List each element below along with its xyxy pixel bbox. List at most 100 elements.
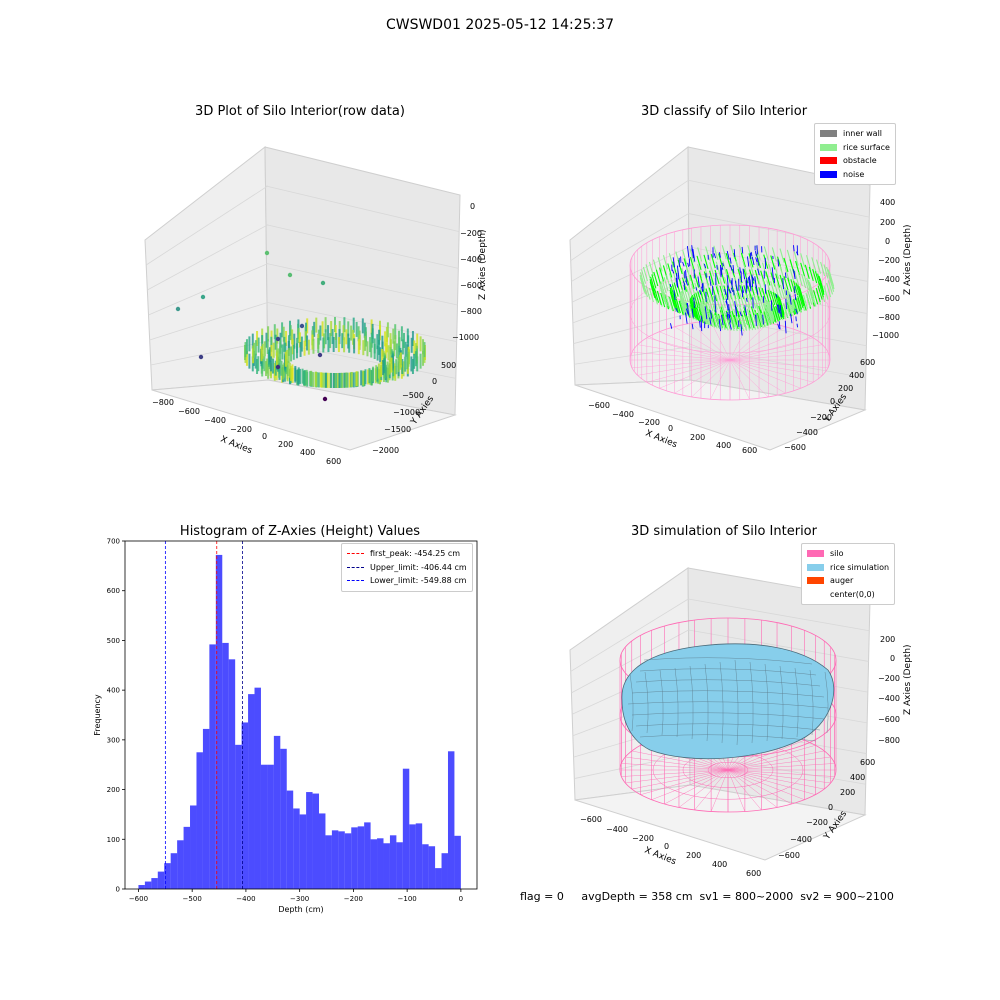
- histogram-bar: [422, 844, 429, 889]
- rice-point: [818, 283, 824, 298]
- rice-point: [757, 278, 763, 293]
- rice-point: [758, 296, 764, 311]
- rice-point: [809, 284, 815, 299]
- noise-point: [691, 323, 694, 330]
- silo-spoke: [727, 769, 792, 805]
- p2-ytick: −200: [810, 413, 832, 422]
- noise-point: [744, 305, 748, 316]
- noise-point: [728, 289, 732, 294]
- surface-mesh-line: [779, 665, 784, 740]
- rice-point: [697, 264, 703, 279]
- legend-swatch-silo: [807, 550, 824, 558]
- surface-mesh-line: [631, 690, 825, 698]
- histogram-bar: [273, 735, 281, 889]
- surface-mesh-line: [635, 679, 821, 687]
- noise-point: [721, 314, 724, 326]
- p2-xtick: 400: [716, 441, 731, 450]
- p4-ztick: −400: [878, 694, 900, 703]
- rice-point: [762, 311, 768, 327]
- legend-label: auger: [830, 576, 854, 586]
- p1-xtick: 200: [278, 440, 293, 449]
- noise-point: [683, 284, 686, 291]
- histogram-bar: [364, 822, 371, 889]
- silo-spoke: [727, 769, 746, 812]
- rice-point: [701, 280, 707, 295]
- panel3-title: Histogram of Z-Axies (Height) Values: [179, 524, 421, 539]
- rice-point: [742, 316, 748, 331]
- rice-point: [653, 271, 659, 287]
- histogram-bar: [228, 659, 236, 889]
- rice-point: [659, 267, 665, 282]
- rice-point: [715, 314, 721, 330]
- rice-point: [668, 296, 674, 312]
- rice-point: [742, 293, 748, 308]
- histogram-y-tick-label: 400: [107, 687, 120, 695]
- legend-swatch-noise: [820, 170, 837, 178]
- rice-point: [672, 261, 678, 276]
- grid-line: [570, 598, 689, 672]
- rice-point: [745, 314, 751, 329]
- noise-point: [710, 310, 712, 319]
- silo-spoke: [625, 756, 729, 771]
- noise-point: [785, 298, 787, 310]
- histogram-bar: [138, 885, 145, 889]
- p1-xtick: 600: [326, 457, 341, 465]
- noise-point: [670, 323, 673, 329]
- rice-point: [675, 299, 681, 314]
- p2-ytick: −400: [796, 428, 818, 437]
- p2-xtick: −400: [612, 410, 634, 419]
- histogram-bar: [331, 830, 339, 889]
- rice-point: [667, 263, 673, 278]
- surface-mesh-line: [643, 657, 813, 665]
- rice-point: [739, 284, 745, 300]
- rice-point: [721, 304, 727, 319]
- rice-point: [773, 282, 779, 297]
- silo-spoke: [727, 750, 825, 771]
- histogram-bar: [157, 871, 165, 889]
- grid-line: [689, 346, 866, 379]
- noise-point: [691, 245, 694, 259]
- p1-xtick: −400: [204, 416, 226, 425]
- noise-point: [778, 321, 781, 330]
- grid-line: [573, 313, 690, 344]
- noise-point: [676, 265, 679, 274]
- histogram-frame: [124, 540, 478, 890]
- panel4-legend: silo rice simulation auger center(0,0): [801, 543, 896, 605]
- rice-point: [709, 262, 715, 277]
- noise-point: [703, 263, 707, 269]
- grid-line: [267, 340, 456, 379]
- floor-spoke: [729, 359, 829, 369]
- rice-point: [714, 269, 720, 285]
- rice-point: [718, 294, 724, 309]
- rice-point: [773, 307, 779, 322]
- rice-point: [789, 295, 795, 310]
- rice-point: [823, 285, 829, 300]
- noise-point: [751, 274, 754, 288]
- noise-point: [746, 256, 750, 267]
- p2-ztick: −600: [878, 294, 900, 303]
- noise-point: [741, 246, 744, 254]
- histogram-bar: [319, 813, 326, 889]
- rice-point: [775, 273, 781, 288]
- p2-ytick: −600: [784, 443, 806, 452]
- p1-xtick: −200: [230, 425, 252, 434]
- rice-point: [708, 287, 714, 302]
- grid-line: [688, 598, 870, 632]
- p1-ytick: 0: [432, 377, 437, 386]
- noise-point: [682, 261, 685, 267]
- rice-point: [739, 292, 745, 308]
- rice-point: [689, 274, 695, 289]
- noise-point: [762, 314, 764, 325]
- rice-point: [733, 292, 739, 308]
- p2-xtick: −200: [638, 418, 660, 427]
- noise-point: [708, 275, 712, 286]
- rice-point: [809, 286, 815, 301]
- rice-point: [689, 256, 695, 272]
- rice-point: [705, 279, 711, 294]
- histogram-x-tick-label: −200: [344, 895, 363, 903]
- legend-swatch-auger: [807, 577, 824, 585]
- rice-point: [742, 260, 748, 276]
- grid-line: [571, 213, 689, 282]
- rice-point: [788, 298, 794, 313]
